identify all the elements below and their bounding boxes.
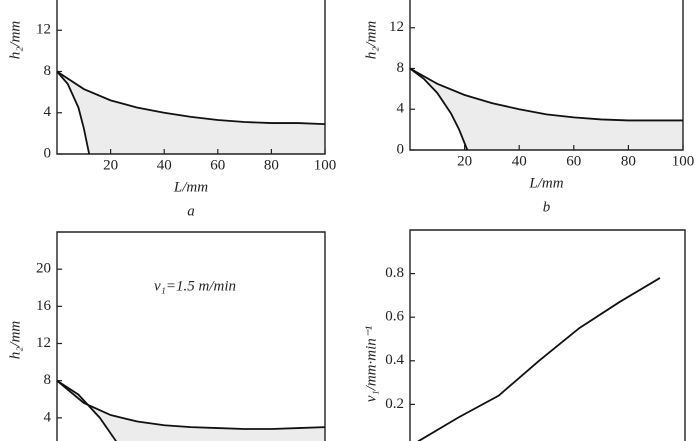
panel: 4 8 12 16 20 v₁=1.5 m/min h₂/mm — [7, 231, 326, 441]
y-tick-label: 0.8 — [385, 265, 404, 281]
curve — [56, 70, 91, 155]
shade — [57, 71, 325, 154]
frame — [409, 229, 686, 441]
y-tick-label: 0.6 — [385, 309, 404, 325]
caption: a — [187, 203, 195, 219]
y-tick-label: 0.4 — [385, 352, 404, 368]
x-tick-label: 20 — [457, 153, 472, 169]
curve — [409, 67, 469, 151]
panel: 0 4 8 12 20 40 60 80 100 L/mm b h₂/mm — [363, 0, 694, 215]
curve — [56, 70, 326, 125]
y-tick-label: 12 — [389, 19, 404, 35]
y-axis-label: h₂/mm — [7, 21, 23, 60]
x-tick-label: 100 — [314, 157, 337, 173]
y-tick-label: 4 — [44, 409, 52, 425]
x-tick-label: 60 — [210, 157, 225, 173]
y-tick-label: 4 — [44, 104, 52, 120]
curve — [417, 277, 661, 441]
x-tick-label: 40 — [512, 153, 527, 169]
y-tick-label: 16 — [36, 298, 52, 314]
x-tick-label: 60 — [566, 153, 581, 169]
caption: b — [543, 199, 551, 215]
curve — [56, 379, 117, 441]
x-tick-label: 20 — [103, 157, 118, 173]
x-tick-label: 100 — [672, 153, 695, 169]
y-tick-label: 8 — [44, 63, 52, 79]
x-tick-label: 80 — [621, 153, 636, 169]
y-axis-label: h₂/mm — [363, 21, 379, 60]
y-axis-label: h₂/mm — [7, 321, 23, 360]
shade — [57, 380, 325, 441]
shade — [410, 68, 683, 150]
y-tick-label: 0.2 — [385, 396, 404, 412]
y-tick-label: 20 — [36, 261, 51, 277]
curve — [56, 379, 326, 430]
y-tick-label: 12 — [36, 22, 51, 38]
annotation: v₁=1.5 m/min — [154, 278, 236, 294]
y-tick-label: 0 — [44, 145, 52, 161]
y-tick-label: 8 — [397, 60, 405, 76]
y-tick-label: 8 — [44, 372, 52, 388]
y-tick-label: 4 — [397, 101, 405, 117]
x-tick-label: 80 — [264, 157, 279, 173]
curve — [409, 67, 683, 122]
x-axis-label: L/mm — [528, 175, 563, 191]
x-tick-label: 40 — [157, 157, 172, 173]
y-axis-label: v₁/mm·min⁻¹ — [363, 325, 379, 402]
y-tick-label: 12 — [36, 335, 51, 351]
y-tick-label: 0 — [397, 141, 405, 157]
panel: 0.2 0.4 0.6 0.8 v₁/mm·min⁻¹ — [363, 229, 686, 441]
x-axis-label: L/mm — [173, 179, 208, 195]
